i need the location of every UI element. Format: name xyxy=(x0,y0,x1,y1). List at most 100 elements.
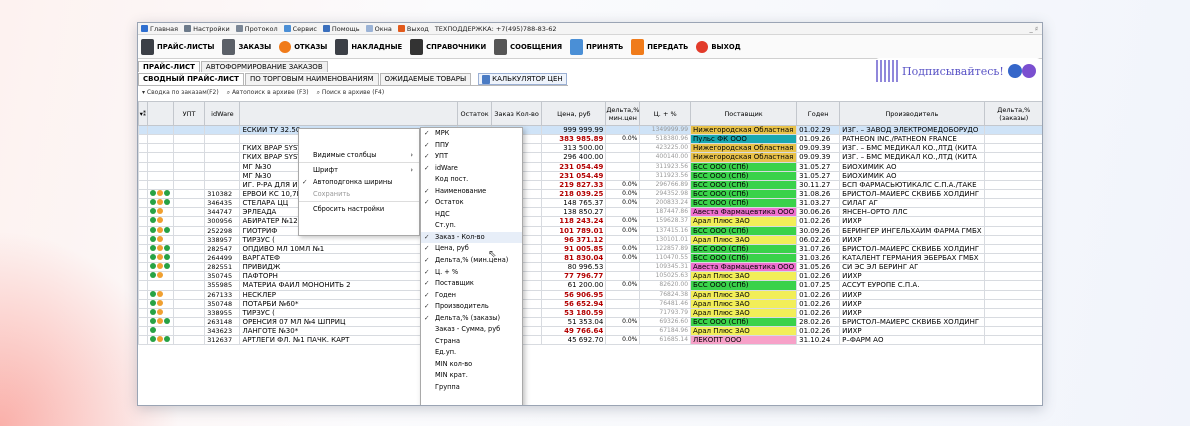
column-header[interactable] xyxy=(146,101,174,126)
table-row[interactable]: ГКИХ ВРАР SYSTEM63296 400.00400140.00Ниж… xyxy=(138,152,1042,163)
tab-sub-2[interactable]: ОЖИДАЕМЫЕ ТОВАРЫ xyxy=(379,73,472,85)
column-toggle-item[interactable]: ✓ УПТ xyxy=(421,151,522,163)
column-header[interactable]: Производитель xyxy=(839,101,985,126)
column-toggle-item[interactable]: ✓ Производитель xyxy=(421,301,522,313)
table-row[interactable]: ЕСКИЙ ТУ 32.5013999 999.991349999.99Ниже… xyxy=(138,124,1042,136)
column-header[interactable] xyxy=(239,101,459,126)
table-row[interactable]: 282551ПРИВИДЖ2580 996.53109345.31Авеста … xyxy=(138,262,1042,273)
row-handle[interactable] xyxy=(138,143,148,154)
row-handle[interactable] xyxy=(138,316,148,328)
column-toggle-item[interactable]: ✓ idWare xyxy=(421,163,522,175)
context-item-2[interactable]: Автоподгонка ширины ✓ xyxy=(299,176,419,188)
search-option-1[interactable]: ⌕ Автопоиск в архиве (F3) xyxy=(226,89,309,96)
column-toggle-item[interactable]: MIN кол-во xyxy=(421,359,522,371)
column-header[interactable]: УПТ xyxy=(172,101,206,126)
row-handle[interactable] xyxy=(138,298,148,309)
row-handle[interactable] xyxy=(138,307,148,318)
row-handle[interactable] xyxy=(138,152,148,163)
toolbar-reference-book-button[interactable]: СПРАВОЧНИКИ xyxy=(410,38,486,55)
context-item-1[interactable]: Шрифт › xyxy=(299,164,419,176)
tab-top-1[interactable]: АВТОФОРМИРОВАНИЕ ЗАКАЗОВ xyxy=(200,61,328,72)
column-toggle-item[interactable]: НДС xyxy=(421,209,522,221)
table-row[interactable]: 344747ЭРЛЕАДА13138 850.27187447.86Авеста… xyxy=(138,207,1042,218)
toolbar-exit-button[interactable]: ВЫХОД xyxy=(696,40,741,53)
window-controls[interactable]: _ ♯ xyxy=(1029,24,1038,33)
column-toggle-item[interactable]: ✓ Ц. + % xyxy=(421,267,522,279)
row-handle[interactable] xyxy=(138,188,148,200)
column-toggle-item[interactable]: ✓ МРК xyxy=(421,128,522,140)
column-toggle-item[interactable]: Группа xyxy=(421,382,522,394)
row-handle[interactable] xyxy=(138,335,148,346)
row-handle[interactable] xyxy=(138,198,148,209)
column-header[interactable]: Ц. + % xyxy=(639,101,692,126)
column-header[interactable]: Годен xyxy=(796,101,841,126)
column-toggle-item[interactable]: Заказ - Сумма, руб xyxy=(421,324,522,336)
toolbar-price-list-button[interactable]: ПРАЙС-ЛИСТЫ xyxy=(141,38,214,55)
table-row[interactable]: 264499ВАРГАТЕФ2081 830.040.0%110470.55БС… xyxy=(138,252,1042,264)
table-row[interactable]: ГКИХ ВРАР SYSTEM20313 500.00423225.00Ниж… xyxy=(138,143,1042,154)
row-handle[interactable] xyxy=(138,161,148,172)
vk-icon[interactable] xyxy=(1007,64,1022,78)
column-toggle-item[interactable]: ✓ Годен xyxy=(421,290,522,302)
menu-tools[interactable]: Сервис xyxy=(283,25,317,33)
menu-exit[interactable]: Выход xyxy=(397,25,429,33)
column-header[interactable]: Поставщик xyxy=(690,101,798,126)
toolbar-refusal-button[interactable]: ОТКАЗЫ xyxy=(279,40,327,53)
column-toggle-item[interactable]: ✓ Дельта,% (мин.цена) xyxy=(421,255,522,267)
column-toggle-item[interactable]: ✓ Наименование xyxy=(421,186,522,198)
tab-top-0[interactable]: ПРАЙС-ЛИСТ xyxy=(138,61,200,72)
context-item-4[interactable]: Сбросить настройки xyxy=(299,203,419,215)
tab-sub-1[interactable]: ПО ТОРГОВЫМ НАИМЕНОВАНИЯМ xyxy=(244,73,379,85)
row-handle[interactable] xyxy=(138,252,148,264)
toolbar-invoice-button[interactable]: НАКЛАДНЫЕ xyxy=(335,38,402,55)
telegram-icon[interactable] xyxy=(1021,64,1036,78)
column-header[interactable]: Заказ Кол-во xyxy=(490,101,543,126)
column-header[interactable]: idWare xyxy=(204,101,241,126)
column-header[interactable]: ▾⁑ xyxy=(138,101,148,126)
column-toggle-item[interactable]: Ст.уп. xyxy=(421,220,522,232)
menu-home[interactable]: Главная xyxy=(141,25,178,33)
toolbar-cart-button[interactable]: ЗАКАЗЫ xyxy=(222,38,271,55)
search-option-2[interactable]: ⌕ Поиск в архиве (F4) xyxy=(316,89,385,96)
calculator-button[interactable]: КАЛЬКУЛЯТОР ЦЕН xyxy=(478,73,567,85)
menu-help[interactable]: Помощь xyxy=(322,25,360,33)
menu-windows[interactable]: Окна xyxy=(365,25,392,33)
row-handle[interactable] xyxy=(138,243,148,254)
menu-gear[interactable]: Настройки xyxy=(184,25,230,33)
column-toggle-item[interactable]: ✓ Цена, руб xyxy=(421,243,522,255)
column-toggle-item[interactable]: Ед.уп. xyxy=(421,347,522,359)
column-toggle-item[interactable]: ✓ ППУ xyxy=(421,140,522,152)
column-header[interactable]: Дельта,% мин.цен xyxy=(605,101,641,126)
toolbar-receive-button[interactable]: ПРИНЯТЬ xyxy=(570,38,623,55)
toolbar-send-button[interactable]: ПЕРЕДАТЬ xyxy=(631,38,688,55)
column-header[interactable]: Остаток xyxy=(457,101,492,126)
row-handle[interactable] xyxy=(138,280,148,291)
row-handle[interactable] xyxy=(138,289,148,300)
search-option-0[interactable]: ▾ Сводка по заказам(F2) xyxy=(142,89,219,96)
column-toggle-item[interactable]: ✓ Остаток xyxy=(421,197,522,209)
column-toggle-item[interactable]: ✓ Дельта,% (заказы) xyxy=(421,313,522,325)
column-toggle-item[interactable]: Код пост. xyxy=(421,174,522,186)
column-toggle-item[interactable]: Страна xyxy=(421,336,522,348)
row-handle[interactable] xyxy=(138,170,148,181)
tab-sub-0[interactable]: СВОДНЫЙ ПРАЙС-ЛИСТ xyxy=(138,73,244,85)
row-handle[interactable] xyxy=(138,262,148,273)
menu-document[interactable]: Протокол xyxy=(235,25,278,33)
table-row[interactable]: 252298ГИОТРИФ99101 789.010.0%137415.16БС… xyxy=(138,225,1042,236)
row-handle[interactable] xyxy=(138,225,148,236)
context-item-0[interactable]: Видимые столбцы › xyxy=(299,149,419,161)
column-header[interactable]: Цена, руб xyxy=(541,101,607,126)
column-toggle-item[interactable]: ✓ Заказ - Кол-во xyxy=(421,231,522,244)
